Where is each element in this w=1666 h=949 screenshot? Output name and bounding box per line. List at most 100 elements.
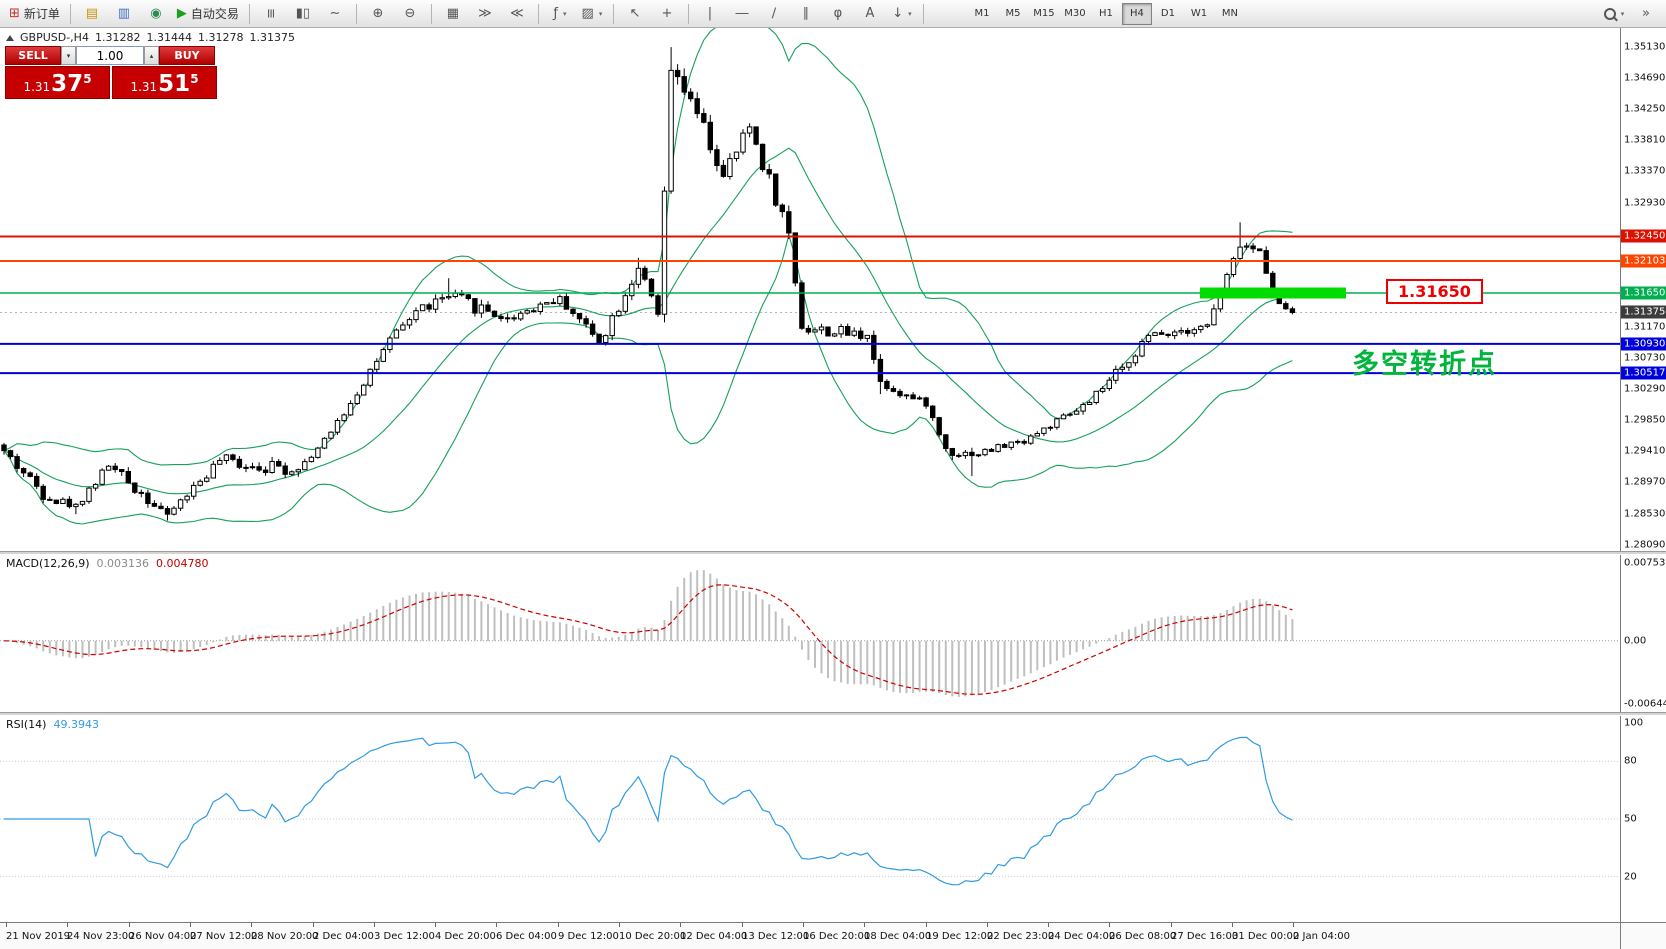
line-chart-icon: ∼ <box>329 6 341 21</box>
time-axis-label: 9 Dec 12:00 <box>558 931 619 942</box>
trendline-button[interactable]: ∕ <box>758 2 790 26</box>
panel-separator[interactable] <box>0 551 1666 555</box>
auto-scroll-icon: ≫ <box>478 6 492 21</box>
navigator-icon: ◉ <box>150 6 162 21</box>
time-axis-label: 26 Dec 08:00 <box>1109 931 1177 942</box>
close-value: 1.31375 <box>249 31 295 44</box>
dropdown-caret-icon: ▾ <box>598 9 603 18</box>
timeframe-h1-button[interactable]: H1 <box>1098 7 1113 19</box>
price-tag: 1.30517 <box>1621 366 1666 380</box>
timeframe-m30-button[interactable]: M30 <box>1064 7 1086 19</box>
toolbar-separator <box>355 3 357 24</box>
vertical-line-button[interactable]: | <box>694 2 726 26</box>
chart-shift-button[interactable]: ≪ <box>501 2 533 26</box>
channel-button[interactable]: ∥ <box>790 2 822 26</box>
sell-button[interactable]: SELL <box>5 46 61 65</box>
time-tick <box>926 923 927 927</box>
autotrading-button[interactable]: ▶ 自动交易 <box>172 2 244 26</box>
zoom-in-button[interactable]: ⊕ <box>362 2 394 26</box>
price-axis[interactable]: 1.35130 1.34690 1.34250 1.33810 1.33370 1.329… <box>1620 28 1666 551</box>
time-axis[interactable]: 21 Nov 2019 24 Nov 23:00 26 Nov 04:00 27 No… <box>0 922 1666 949</box>
time-tick <box>496 923 497 927</box>
navigator-button[interactable]: ◉ <box>140 2 172 26</box>
rsi-canvas[interactable] <box>0 716 1620 922</box>
new-order-label: 新订单 <box>23 7 60 21</box>
text-icon: A <box>865 6 875 21</box>
arrows-button[interactable]: ↓ ▾ <box>886 2 918 26</box>
one-click-collapse-icon[interactable] <box>6 34 14 41</box>
volume-decrease-button[interactable]: ▾ <box>61 46 76 65</box>
indicators-button[interactable]: ƒ ▾ <box>544 2 576 26</box>
market-watch-icon: ▤ <box>85 6 99 21</box>
vertical-line-icon: | <box>707 6 713 21</box>
time-axis-label: 4 Dec 20:00 <box>435 931 496 942</box>
time-axis-label: 21 Nov 2019 <box>6 931 71 942</box>
zoom-out-icon: ⊖ <box>404 6 416 21</box>
text-button[interactable]: A <box>854 2 886 26</box>
toolbar-menu-button[interactable]: » <box>1630 2 1662 26</box>
price-axis-label: 1.31170 <box>1624 321 1666 333</box>
time-axis-label: 24 Nov 23:00 <box>67 931 135 942</box>
sell-price-sup: 5 <box>83 72 92 86</box>
macd-canvas[interactable] <box>0 555 1620 712</box>
timeframe-mn-button[interactable]: MN <box>1221 7 1238 19</box>
timeframe-d1-button[interactable]: D1 <box>1160 7 1175 19</box>
rsi-axis[interactable]: 100 80 50 20 <box>1620 716 1666 922</box>
sell-price-prefix: 1.31 <box>23 80 51 94</box>
line-chart-button[interactable]: ∼ <box>319 2 351 26</box>
toolbar-separator <box>430 3 432 24</box>
arrows-icon: ↓ <box>892 6 904 21</box>
time-tick <box>803 923 804 927</box>
timeframe-group: M1 M5 M15 M30 H1 H4 D1 W1 MN <box>967 2 1245 25</box>
time-axis-label: 12 Dec 04:00 <box>680 931 748 942</box>
tile-windows-icon: ▦ <box>446 6 460 21</box>
sell-price-display[interactable]: 1.31 37 5 <box>5 66 110 99</box>
time-axis-label: 3 Dec 12:00 <box>374 931 435 942</box>
timeframe-m15-button[interactable]: M15 <box>1033 7 1055 19</box>
turning-point-label[interactable]: 多空转折点 <box>1352 349 1497 380</box>
cursor-button[interactable]: ↖ <box>619 2 651 26</box>
volume-increase-button[interactable]: ▴ <box>144 46 159 65</box>
toolbar-separator <box>248 3 250 24</box>
tile-windows-button[interactable]: ▦ <box>437 2 469 26</box>
panel-separator[interactable] <box>0 712 1666 716</box>
time-axis-label: 26 Nov 04:00 <box>129 931 197 942</box>
timeframe-h4-button[interactable]: H4 <box>1121 2 1152 25</box>
candlestick-chart-button[interactable]: ▮▯ <box>287 2 319 26</box>
crosshair-button[interactable]: + <box>651 2 683 26</box>
time-tick <box>680 923 681 927</box>
volume-input[interactable] <box>76 46 144 65</box>
macd-axis[interactable]: 0.007538 0.00 -0.006446 <box>1620 555 1666 712</box>
price-axis-label: 1.28090 <box>1624 539 1666 551</box>
timeframe-w1-button[interactable]: W1 <box>1190 7 1208 19</box>
zoom-out-button[interactable]: ⊖ <box>394 2 426 26</box>
search-button[interactable]: ▾ <box>1598 2 1630 26</box>
market-watch-button[interactable]: ▤ <box>76 2 108 26</box>
rsi-value: 49.3943 <box>53 718 99 731</box>
main-chart-canvas[interactable] <box>0 28 1620 551</box>
buy-price-prefix: 1.31 <box>130 80 158 94</box>
macd-signal-value: 0.004780 <box>156 557 209 570</box>
bar-chart-icon: ≡ <box>263 8 279 19</box>
horizontal-line-button[interactable]: ― <box>726 2 758 26</box>
data-window-button[interactable]: ▥ <box>108 2 140 26</box>
fibonacci-button[interactable]: φ <box>822 2 854 26</box>
timeframe-m1-button[interactable]: M1 <box>974 7 990 19</box>
high-value: 1.31444 <box>146 31 192 44</box>
time-tick <box>1232 923 1233 927</box>
buy-price-display[interactable]: 1.31 51 5 <box>112 66 217 99</box>
auto-scroll-button[interactable]: ≫ <box>469 2 501 26</box>
bar-chart-button[interactable]: ≡ <box>255 2 287 26</box>
time-tick <box>1048 923 1049 927</box>
new-order-button[interactable]: ⊞ 新订单 <box>4 2 65 26</box>
data-window-icon: ▥ <box>117 6 131 21</box>
price-tag: 1.31375 <box>1621 305 1666 319</box>
timeframe-m5-button[interactable]: M5 <box>1005 7 1021 19</box>
dropdown-caret-icon: ▾ <box>562 9 567 18</box>
templates-button[interactable]: ▨ ▾ <box>576 2 608 26</box>
macd-main-value: 0.003136 <box>96 557 150 570</box>
price-axis-label: 1.28970 <box>1624 476 1666 488</box>
buy-button[interactable]: BUY <box>159 46 215 65</box>
price-level-label[interactable]: 1.31650 <box>1386 279 1483 304</box>
zoom-in-icon: ⊕ <box>372 6 384 21</box>
